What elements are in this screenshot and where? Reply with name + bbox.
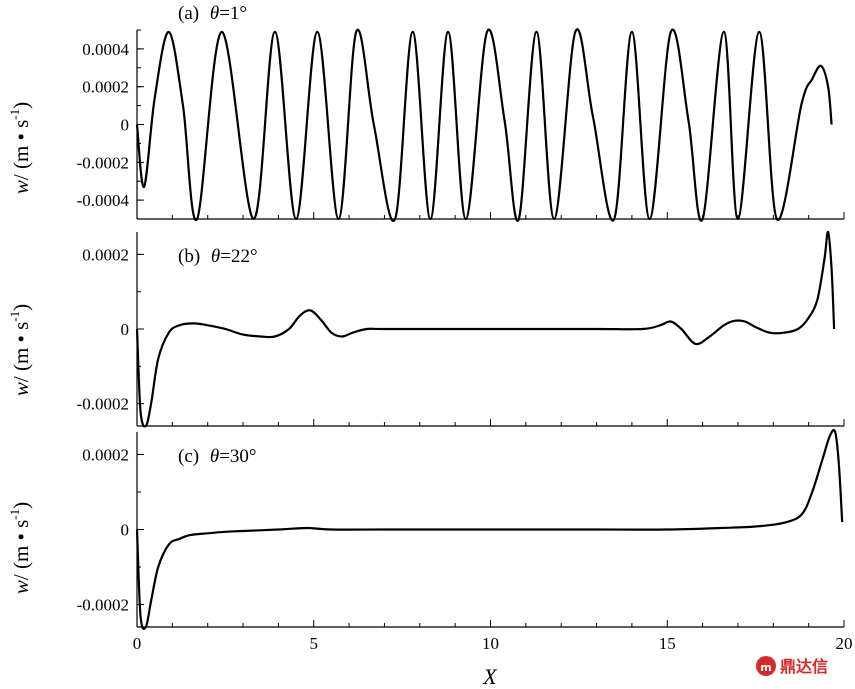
panel-a-y-tick-label: 0.0004: [82, 40, 129, 59]
svg-text:m: m: [760, 661, 771, 674]
x-tick-label: 10: [482, 634, 499, 653]
logo-mark-icon: m: [756, 656, 776, 676]
panel-c-y-tick-label: -0.0002: [77, 596, 129, 615]
panel-a-y-tick-label: -0.0002: [77, 153, 129, 172]
panel-b: (b) θ=22° w/ (m • s-1) -0.0002 0 0.0002: [7, 230, 845, 428]
panel-c-series-line: [135, 429, 844, 630]
panel-c-y-tick-label: 0: [121, 521, 130, 540]
panel-b-y-tick-label: -0.0002: [77, 395, 129, 414]
panel-c: (c) θ=30° w/ (m • s-1) X -0.000200.00020…: [7, 429, 853, 689]
svg-text:w/ (m • s-1): w/ (m • s-1): [7, 102, 33, 194]
panel-b-series-line: [135, 230, 836, 428]
panel-b-label: (b) θ=22°: [178, 246, 258, 267]
panel-c-y-axis-label: w/ (m • s-1): [7, 502, 33, 594]
x-tick-label: 5: [310, 634, 319, 653]
svg-text:w/ (m • s-1): w/ (m • s-1): [7, 304, 33, 396]
panel-c-label: (c) θ=30°: [178, 446, 257, 467]
x-tick-label: 0: [133, 634, 142, 653]
watermark-text: 鼎达信: [780, 657, 828, 676]
x-tick-label: 15: [659, 634, 676, 653]
panel-b-y-tick-label: 0.0002: [82, 245, 129, 264]
panel-a-y-tick-label: 0: [121, 116, 130, 135]
watermark: m 鼎达信: [756, 656, 828, 676]
x-tick-label: 20: [836, 634, 853, 653]
panel-c-y-tick-label: 0.0002: [82, 446, 129, 465]
panel-b-y-tick-label: 0: [121, 320, 130, 339]
panel-a-y-tick-label: 0.0002: [82, 78, 129, 97]
panel-a-label: (a) θ=1°: [178, 3, 247, 24]
panel-a-y-axis-label: w/ (m • s-1): [7, 102, 33, 194]
panel-a-series-line: [135, 28, 833, 223]
panel-a: (a) θ=1° w/ (m • s-1) -0.0004 -0.0002 0 0.0…: [7, 3, 845, 223]
panel-a-y-tick-label: -0.0004: [77, 191, 130, 210]
panel-b-y-axis-label: w/ (m • s-1): [7, 304, 33, 396]
svg-text:w/ (m • s-1): w/ (m • s-1): [7, 502, 33, 594]
x-axis-label: X: [482, 664, 498, 689]
